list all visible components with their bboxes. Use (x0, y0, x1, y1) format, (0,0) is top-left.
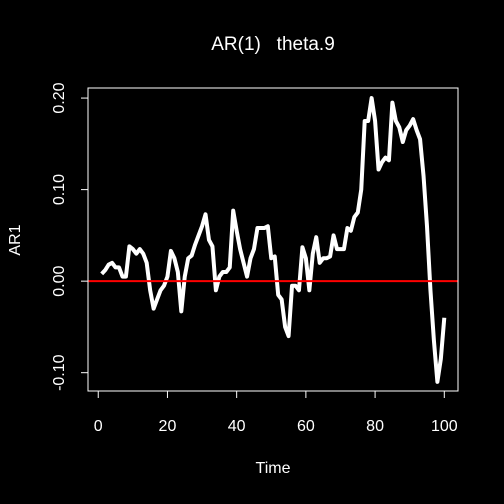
x-tick-label: 40 (228, 418, 246, 435)
x-tick-label: 100 (431, 418, 458, 435)
x-tick-label: 20 (159, 418, 177, 435)
y-tick-label: 0.10 (51, 174, 68, 205)
data-line (100, 96, 447, 384)
y-axis-label: AR1 (7, 224, 24, 255)
x-axis-label: Time (256, 460, 291, 477)
y-tick-label: 0.00 (51, 265, 68, 296)
plot-frame (87, 87, 459, 392)
x-tick-label: 80 (366, 418, 384, 435)
x-tick-label: 0 (94, 418, 103, 435)
y-tick-label: -0.10 (51, 354, 68, 391)
chart-title: AR(1) theta.9 (211, 34, 335, 55)
x-tick-label: 60 (297, 418, 315, 435)
y-tick-label: 0.20 (51, 82, 68, 113)
